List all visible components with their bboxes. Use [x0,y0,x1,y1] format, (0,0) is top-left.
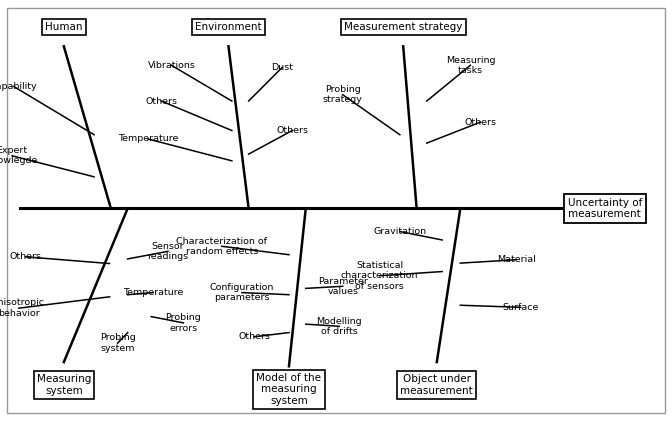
Text: Anisotropic
behavior: Anisotropic behavior [0,298,45,318]
Text: Others: Others [238,332,270,341]
Text: Vibrations: Vibrations [147,61,196,70]
Text: Capability: Capability [0,82,37,91]
Text: Material: Material [497,255,536,264]
Text: Temperature: Temperature [123,288,183,297]
Text: Probing
system: Probing system [99,333,136,353]
Text: Object under
measurement: Object under measurement [401,374,473,396]
Text: Parameter
values: Parameter values [318,277,368,296]
Text: Measurement strategy: Measurement strategy [344,22,462,32]
FancyBboxPatch shape [7,8,665,413]
Text: Configuration
parameters: Configuration parameters [210,283,274,302]
Text: Sensor
readings: Sensor readings [147,242,189,261]
Text: Others: Others [464,117,497,127]
Text: Gravitation: Gravitation [373,227,427,236]
Text: Others: Others [145,96,177,106]
Text: Modelling
of drifts: Modelling of drifts [317,317,362,336]
Text: Model of the
measuring
system: Model of the measuring system [257,373,321,406]
Text: Probing
errors: Probing errors [165,313,202,333]
Text: Temperature: Temperature [118,134,178,144]
Text: Statistical
characterization
of sensors: Statistical characterization of sensors [341,261,419,290]
Text: Probing
strategy: Probing strategy [323,85,363,104]
Text: Surface: Surface [503,303,539,312]
Text: Measuring
tasks: Measuring tasks [446,56,495,75]
Text: Measuring
system: Measuring system [37,374,91,396]
Text: Others: Others [9,252,42,261]
Text: Human: Human [45,22,83,32]
Text: Dust: Dust [271,63,293,72]
Text: Others: Others [276,126,308,135]
Text: Uncertainty of
measurement: Uncertainty of measurement [568,197,642,219]
Text: Characterization of
random effects: Characterization of random effects [176,237,267,256]
Text: Expert
knowlegde: Expert knowlegde [0,146,38,165]
Text: Environment: Environment [195,22,262,32]
